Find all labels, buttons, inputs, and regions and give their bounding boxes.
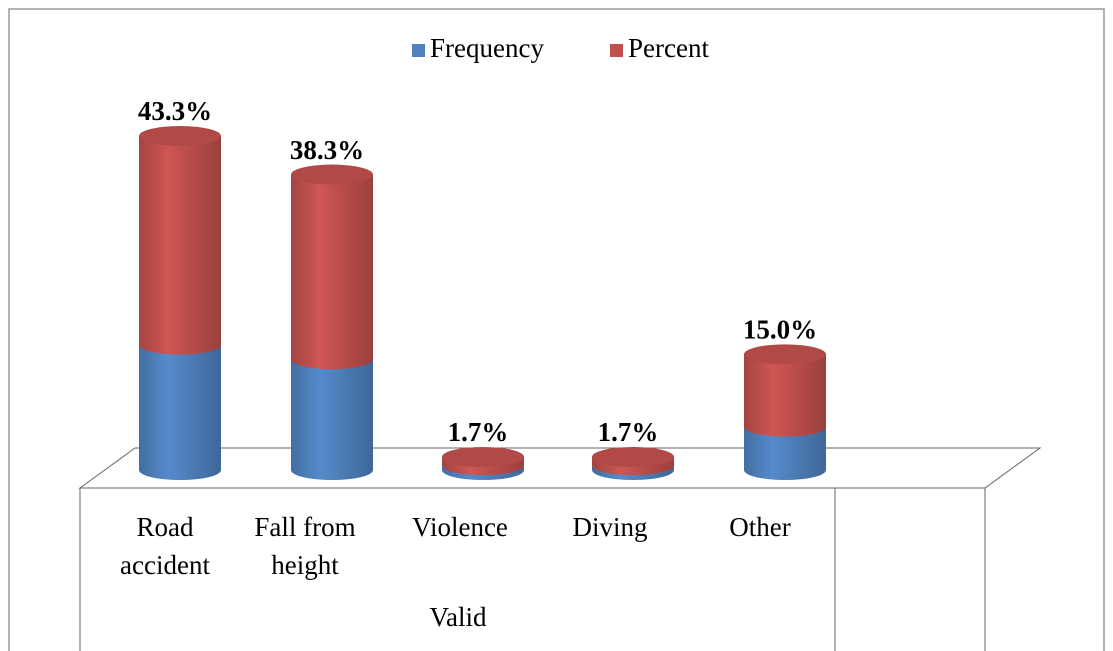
group-label: Valid (430, 602, 487, 632)
legend-swatch (610, 44, 623, 57)
cylinder-top (592, 446, 674, 467)
x-tick-label: Fall from height (254, 512, 356, 580)
x-tick-label: Violence (412, 512, 508, 542)
cylinder-segment (744, 426, 826, 480)
cylinder-segment (442, 446, 524, 476)
legend-swatch (412, 44, 425, 57)
legend-label: Percent (628, 33, 709, 63)
x-tick-label: Road accident (120, 512, 210, 580)
value-label: 1.7% (598, 417, 659, 447)
cylinder-segment (139, 344, 221, 480)
cylinder-segment (744, 344, 826, 437)
cylinder-top (139, 126, 221, 146)
cylinder-body (291, 359, 373, 480)
cylinder-top (291, 164, 373, 185)
cylinder-segment (291, 359, 373, 480)
cylinder-body (291, 174, 373, 370)
cylinder-segment (291, 164, 373, 370)
legend-label: Frequency (430, 33, 544, 63)
value-label: 1.7% (448, 417, 509, 447)
value-label: 15.0% (743, 315, 817, 345)
cylinder-segment (592, 446, 674, 476)
chart-border (8, 8, 1105, 651)
cylinder-body (139, 136, 221, 355)
value-label: 43.3% (138, 96, 212, 126)
value-label: 38.3% (290, 135, 364, 165)
cylinder-segment (139, 126, 221, 355)
cylinder-body (744, 426, 826, 480)
cylinder-body (139, 344, 221, 480)
x-tick-label: Diving (572, 512, 648, 542)
cylinder-body (744, 354, 826, 437)
x-tick-label: Other (729, 512, 791, 542)
cylinder-top (442, 446, 524, 467)
cylinder-top (744, 344, 826, 365)
floor (78, 447, 1042, 489)
